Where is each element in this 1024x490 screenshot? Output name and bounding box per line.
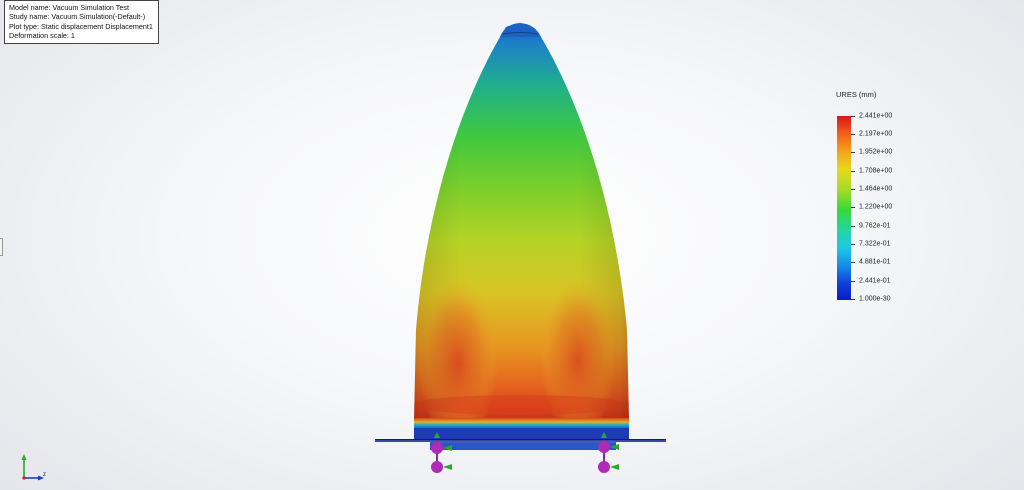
legend-tick xyxy=(851,244,855,245)
fixture-right xyxy=(598,432,619,473)
legend-tick xyxy=(851,152,855,153)
legend-color-bar xyxy=(837,116,851,300)
plot-type-text: Plot type: Static displacement Displacem… xyxy=(9,21,153,31)
legend-tick xyxy=(851,116,855,117)
side-panel-handle[interactable] xyxy=(0,238,3,256)
legend-tick xyxy=(851,134,855,135)
legend-tick xyxy=(851,171,855,172)
legend-title: URES (mm) xyxy=(836,90,877,99)
legend-label: 1.000e-30 xyxy=(859,295,891,303)
dome-body xyxy=(414,23,629,420)
study-name-text: Study name: Vacuum Simulation(-Default-) xyxy=(9,12,146,22)
legend-tick xyxy=(851,299,855,300)
fixture-left xyxy=(431,432,452,473)
axis-triad: z xyxy=(16,452,56,486)
axis-triad-icon xyxy=(21,454,44,481)
legend-label: 1.220e+00 xyxy=(859,203,893,211)
legend-label: 2.441e-01 xyxy=(859,277,891,285)
model-name-text: Model name: Vacuum Simulation Test xyxy=(9,3,129,12)
base-ring xyxy=(375,418,666,450)
legend-label: 1.464e+00 xyxy=(859,185,893,193)
deformation-scale-text: Deformation scale: 1 xyxy=(9,31,75,41)
legend-tick xyxy=(851,226,855,227)
legend-tick xyxy=(851,262,855,263)
legend-label: 2.197e+00 xyxy=(859,130,893,138)
study-info-box: Model name: Vacuum Simulation Test Study… xyxy=(4,0,159,44)
color-legend[interactable]: URES (mm) 2.441e+00 2.197e+00 1.952e+00 … xyxy=(836,90,926,310)
legend-label: 2.441e+00 xyxy=(859,112,893,120)
legend-label: 9.762e-01 xyxy=(859,222,891,230)
legend-tick xyxy=(851,189,855,190)
legend-tick xyxy=(851,207,855,208)
legend-tick xyxy=(851,281,855,282)
legend-label: 4.881e-01 xyxy=(859,258,891,266)
axis-z-label: z xyxy=(43,472,46,478)
legend-label: 1.952e+00 xyxy=(859,148,893,156)
legend-label: 1.708e+00 xyxy=(859,167,893,175)
legend-label: 7.322e-01 xyxy=(859,240,891,248)
